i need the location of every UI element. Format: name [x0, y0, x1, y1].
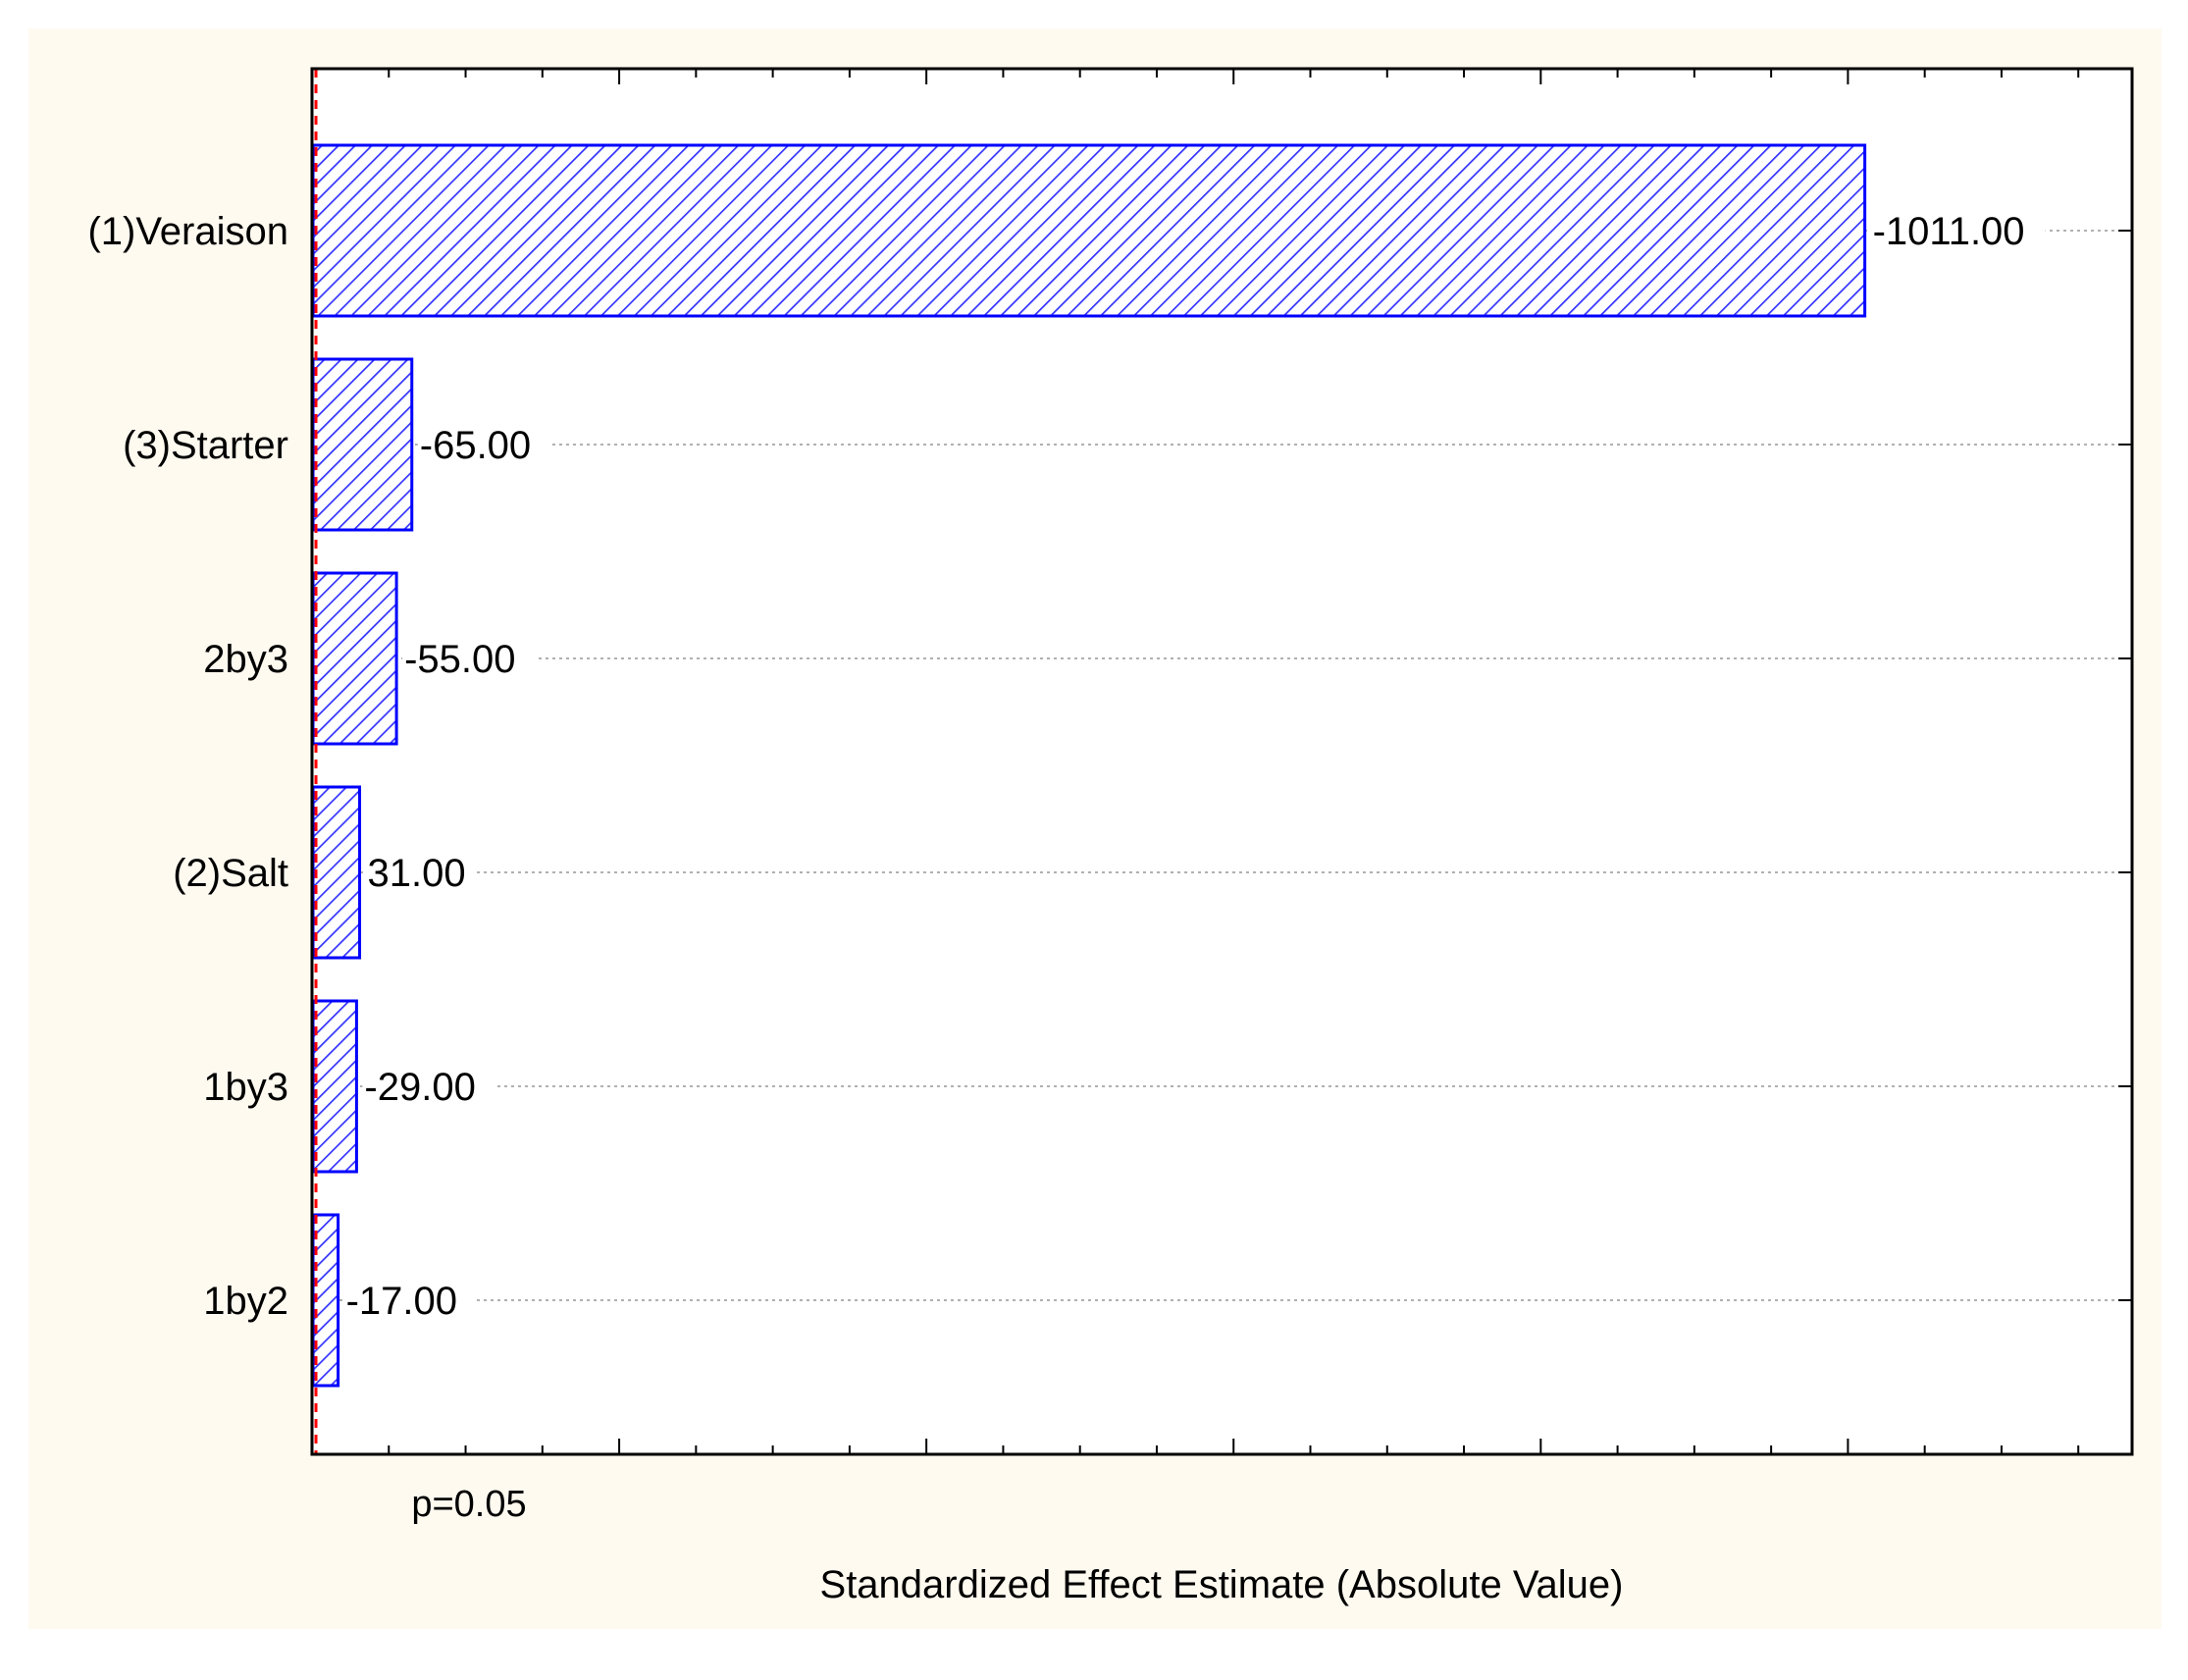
bar: [311, 999, 358, 1174]
plot-frame: [310, 67, 2134, 1456]
category-label: (1)Veraison: [87, 210, 288, 253]
category-label: 2by3: [203, 638, 288, 681]
value-label: -17.00: [346, 1280, 457, 1323]
value-label: 31.00: [368, 852, 466, 895]
value-label-backing: [1870, 209, 2046, 252]
bar: [311, 785, 362, 960]
bars: [311, 143, 1867, 1388]
category-label: 1by3: [203, 1066, 288, 1109]
x-axis-title: Standardized Effect Estimate (Absolute V…: [820, 1563, 1624, 1606]
value-labels: -1011.00 -65.00 -55.00 31.00 -29.00 -17.00: [343, 209, 2046, 1323]
value-label: -1011.00: [1873, 210, 2025, 253]
value-label: -55.00: [404, 638, 515, 681]
value-label-backing: [362, 1065, 495, 1108]
bar: [311, 571, 398, 746]
category-label: 1by2: [203, 1280, 288, 1323]
category-labels: (1)Veraison (3)Starter 2by3 (2)Salt 1by3 1by2: [87, 210, 288, 1323]
category-label: (3)Starter: [123, 424, 288, 467]
value-label-backing: [343, 1279, 477, 1322]
value-label-backing: [402, 637, 536, 680]
value-label: -29.00: [364, 1066, 475, 1109]
value-label-backing: [365, 851, 478, 894]
category-label: (2)Salt: [173, 852, 288, 895]
bar: [311, 357, 414, 532]
value-label-backing: [417, 423, 550, 466]
bar: [311, 143, 1867, 318]
value-label: -65.00: [420, 424, 531, 467]
reference-line-label: p=0.05: [411, 1484, 526, 1525]
